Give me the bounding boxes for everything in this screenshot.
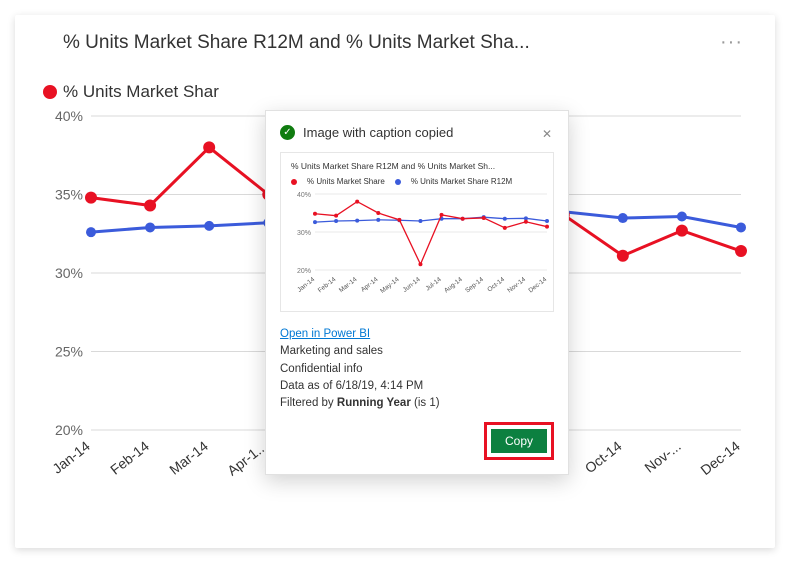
- svg-text:40%: 40%: [297, 192, 311, 199]
- legend-label-share: % Units Market Shar: [63, 82, 219, 102]
- legend-dot-share: [43, 85, 57, 99]
- svg-text:Feb-14: Feb-14: [317, 276, 338, 294]
- filter-suffix: (is 1): [411, 397, 440, 409]
- copy-button[interactable]: Copy: [491, 429, 547, 453]
- thumb-title: % Units Market Share R12M and % Units Ma…: [291, 161, 543, 171]
- dialog-header: ✓ Image with caption copied ✕: [280, 125, 554, 140]
- title-row: % Units Market Share R12M and % Units Ma…: [39, 27, 751, 58]
- thumb-dot-share: [291, 179, 297, 185]
- thumb-legend-share: % Units Market Share: [307, 177, 385, 186]
- meta-line-3: Data as of 6/18/19, 4:14 PM: [280, 378, 554, 395]
- svg-text:Jun-14: Jun-14: [402, 276, 422, 294]
- meta-line-1: Marketing and sales: [280, 343, 554, 360]
- filter-bold: Running Year: [337, 397, 411, 409]
- dialog-thumbnail: % Units Market Share R12M and % Units Ma…: [280, 152, 554, 312]
- svg-text:Feb-14: Feb-14: [107, 438, 152, 478]
- svg-text:40%: 40%: [55, 110, 83, 124]
- svg-text:30%: 30%: [55, 265, 83, 281]
- svg-text:30%: 30%: [297, 230, 311, 237]
- svg-text:Aug-14: Aug-14: [443, 276, 464, 295]
- meta-line-2: Confidential info: [280, 361, 554, 378]
- filter-prefix: Filtered by: [280, 397, 337, 409]
- close-icon[interactable]: ✕: [540, 125, 554, 143]
- svg-text:Dec-14: Dec-14: [697, 438, 743, 479]
- meta-filter-line: Filtered by Running Year (is 1): [280, 395, 554, 412]
- svg-text:35%: 35%: [55, 187, 83, 203]
- svg-text:Sep-14: Sep-14: [464, 276, 485, 295]
- dialog-title: Image with caption copied: [303, 125, 453, 140]
- svg-text:May-14: May-14: [379, 276, 401, 295]
- chart-title: % Units Market Share R12M and % Units Ma…: [39, 32, 530, 54]
- svg-text:Oct-14: Oct-14: [582, 438, 625, 477]
- svg-text:Jan-14: Jan-14: [296, 276, 316, 294]
- svg-text:Jul-14: Jul-14: [425, 276, 444, 293]
- more-options-icon[interactable]: ···: [712, 27, 751, 58]
- chart-legend: % Units Market Shar: [43, 82, 751, 102]
- thumb-legend: % Units Market Share % Units Market Shar…: [291, 177, 543, 186]
- thumb-svg: 40%30%20%Jan-14Feb-14Mar-14Apr-14May-14J…: [291, 188, 551, 300]
- svg-text:Apr-1...: Apr-1...: [224, 438, 270, 479]
- svg-text:20%: 20%: [55, 422, 83, 438]
- svg-text:Mar-14: Mar-14: [338, 276, 359, 294]
- thumb-dot-r12m: [395, 179, 401, 185]
- svg-text:25%: 25%: [55, 344, 83, 360]
- svg-text:Oct-14: Oct-14: [486, 276, 506, 294]
- thumb-legend-r12m: % Units Market Share R12M: [411, 177, 512, 186]
- svg-text:Nov-...: Nov-...: [641, 438, 683, 476]
- svg-text:Mar-14: Mar-14: [166, 438, 211, 478]
- svg-text:20%: 20%: [297, 268, 311, 275]
- success-check-icon: ✓: [280, 125, 295, 140]
- copy-dialog: ✓ Image with caption copied ✕ % Units Ma…: [265, 110, 569, 475]
- svg-text:Apr-14: Apr-14: [360, 276, 380, 294]
- chart-card: % Units Market Share R12M and % Units Ma…: [15, 15, 775, 548]
- dialog-metadata: Open in Power BI Marketing and sales Con…: [280, 326, 554, 412]
- copy-button-highlight: Copy: [484, 422, 554, 460]
- svg-text:Nov-14: Nov-14: [506, 276, 527, 295]
- svg-text:Dec-14: Dec-14: [527, 276, 548, 295]
- open-in-powerbi-link[interactable]: Open in Power BI: [280, 328, 370, 340]
- svg-text:Jan-14: Jan-14: [49, 438, 93, 477]
- copy-button-wrap: Copy: [280, 422, 554, 460]
